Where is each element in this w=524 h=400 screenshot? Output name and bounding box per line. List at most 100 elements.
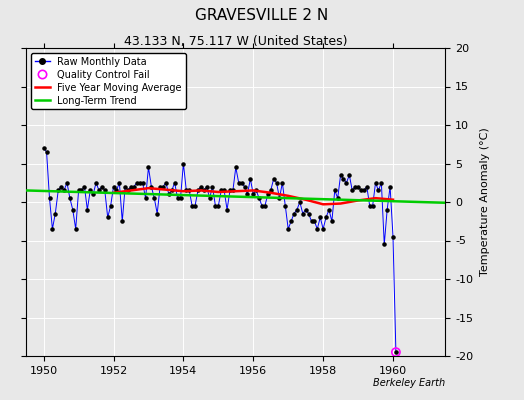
Point (345, 172, 354, 178)
Point (351, 183, 359, 190)
Point (104, 214, 112, 221)
Point (340, 176, 348, 182)
Point (191, 203, 199, 209)
Point (60, 187, 68, 194)
Point (89, 191, 97, 198)
Point (69, 206, 77, 213)
Point (74, 187, 83, 194)
Point (342, 180, 351, 186)
Point (133, 180, 141, 186)
Point (48, 226, 57, 232)
Point (264, 191, 272, 198)
Point (380, 241, 388, 248)
Point (354, 183, 362, 190)
Point (173, 195, 182, 201)
Point (71, 226, 80, 232)
Point (150, 195, 158, 201)
Point (63, 180, 71, 186)
Point (383, 206, 391, 213)
Point (170, 180, 179, 186)
Point (124, 187, 132, 194)
Point (243, 191, 252, 198)
Point (144, 164, 152, 170)
Point (246, 176, 255, 182)
Point (101, 187, 109, 194)
Point (237, 180, 246, 186)
Point (42, 149, 51, 155)
Point (168, 187, 176, 194)
Point (118, 218, 126, 224)
Point (200, 187, 208, 194)
Point (162, 180, 170, 186)
Point (278, 180, 287, 186)
Point (269, 176, 278, 182)
Point (313, 226, 322, 232)
Point (377, 180, 386, 186)
Point (115, 180, 124, 186)
Point (54, 187, 62, 194)
Point (223, 206, 231, 213)
Point (392, 349, 400, 355)
Point (374, 187, 383, 194)
Point (194, 187, 202, 194)
Point (252, 187, 260, 194)
Point (322, 214, 330, 221)
Point (57, 183, 66, 190)
Point (363, 183, 371, 190)
Point (310, 218, 319, 224)
Legend: Raw Monthly Data, Quality Control Fail, Five Year Moving Average, Long-Term Tren: Raw Monthly Data, Quality Control Fail, … (31, 53, 185, 109)
Text: GRAVESVILLE 2 N: GRAVESVILLE 2 N (195, 8, 329, 23)
Point (214, 203, 223, 209)
Point (39, 145, 48, 151)
Point (296, 199, 304, 205)
Point (138, 180, 147, 186)
Point (389, 234, 397, 240)
Point (359, 187, 368, 194)
Point (319, 226, 328, 232)
Point (130, 183, 138, 190)
Point (241, 183, 249, 190)
Point (226, 187, 234, 194)
Point (301, 206, 310, 213)
Text: Berkeley Earth: Berkeley Earth (373, 378, 445, 388)
Point (368, 203, 377, 209)
Point (392, 349, 400, 355)
Point (328, 218, 336, 224)
Point (182, 187, 191, 194)
Point (316, 214, 324, 221)
Point (299, 210, 307, 217)
Point (176, 195, 184, 201)
Point (290, 210, 298, 217)
Point (275, 195, 283, 201)
Point (331, 187, 339, 194)
Point (284, 226, 292, 232)
Title: 43.133 N, 75.117 W (United States): 43.133 N, 75.117 W (United States) (124, 35, 347, 48)
Point (121, 183, 129, 190)
Point (261, 203, 269, 209)
Point (267, 187, 275, 194)
Point (228, 187, 237, 194)
Point (357, 187, 365, 194)
Point (110, 183, 118, 190)
Point (255, 195, 263, 201)
Point (205, 195, 214, 201)
Point (211, 203, 220, 209)
Point (217, 187, 225, 194)
Point (86, 187, 94, 194)
Point (188, 203, 196, 209)
Point (78, 187, 86, 194)
Point (80, 183, 89, 190)
Point (249, 191, 257, 198)
Point (153, 210, 161, 217)
Point (45, 195, 53, 201)
Point (272, 180, 281, 186)
Point (92, 180, 100, 186)
Point (258, 203, 266, 209)
Point (304, 210, 313, 217)
Point (141, 195, 150, 201)
Point (83, 206, 92, 213)
Point (185, 187, 193, 194)
Point (336, 172, 345, 178)
Point (209, 183, 217, 190)
Point (372, 180, 380, 186)
